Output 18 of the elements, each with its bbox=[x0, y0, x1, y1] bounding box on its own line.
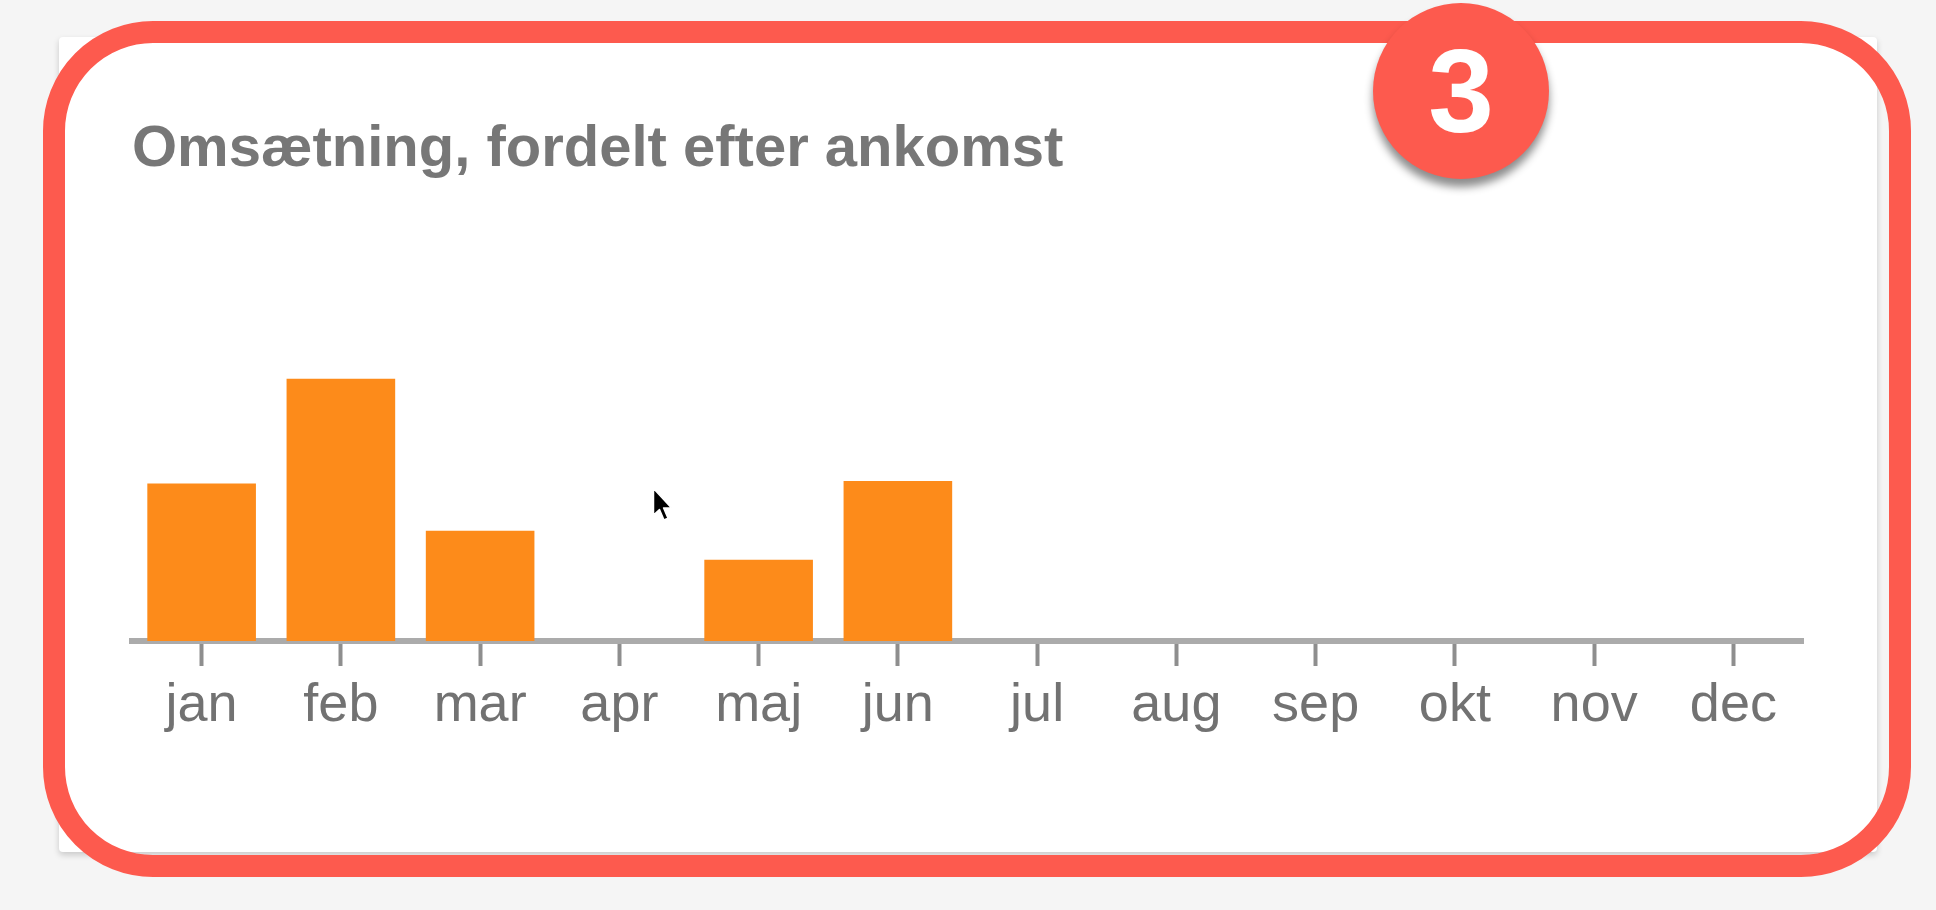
x-tick-label: aug bbox=[1131, 672, 1222, 733]
x-tick-label: feb bbox=[303, 672, 379, 733]
bar bbox=[286, 378, 396, 641]
bar bbox=[843, 480, 953, 641]
bar bbox=[147, 483, 256, 641]
bar bbox=[425, 530, 535, 641]
x-tick-label: mar bbox=[433, 672, 527, 733]
x-tick-label: okt bbox=[1418, 672, 1491, 733]
x-tick-label: dec bbox=[1689, 672, 1777, 733]
x-tick-label: jan bbox=[163, 672, 238, 733]
x-tick-label: jul bbox=[1008, 672, 1065, 733]
x-tick-label: jun bbox=[859, 672, 934, 733]
bar bbox=[704, 559, 813, 641]
x-tick-label: apr bbox=[580, 672, 659, 733]
x-tick-label: nov bbox=[1550, 672, 1638, 733]
x-tick-label: maj bbox=[715, 672, 803, 733]
chart-title: Omsætning, fordelt efter ankomst bbox=[132, 112, 1064, 178]
x-tick-label: sep bbox=[1272, 672, 1360, 733]
